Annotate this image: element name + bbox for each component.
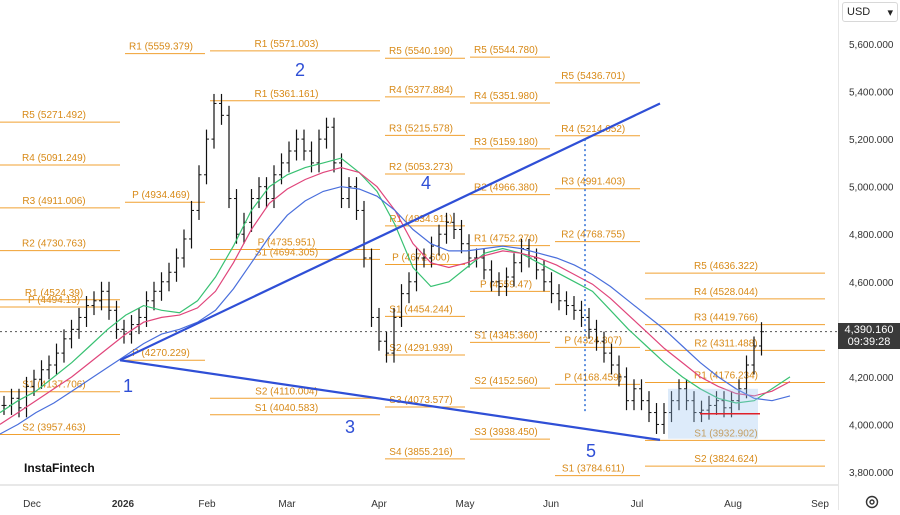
pivot-label: S1 (4345.360) xyxy=(474,330,537,341)
pivot-label: R5 (5544.780) xyxy=(474,45,538,56)
pivot-label: S2 (4110.004) xyxy=(255,386,318,397)
wave-label: 5 xyxy=(586,441,596,461)
pivot-label: S2 (4291.939) xyxy=(389,343,452,354)
y-tick-label: 5,000.000 xyxy=(849,183,894,194)
y-tick-label: 4,600.000 xyxy=(849,278,894,289)
y-tick-label: 4,200.000 xyxy=(849,373,894,384)
pivot-label: R4 (4528.044) xyxy=(694,287,758,298)
pivot-label: P (4270.229) xyxy=(132,348,190,359)
y-tick-label: 5,200.000 xyxy=(849,135,894,146)
pivot-label: R2 (4768.755) xyxy=(561,230,625,241)
pivot-label: S2 (3957.463) xyxy=(22,423,85,434)
moving-average-line xyxy=(0,166,791,425)
x-tick-label: Jul xyxy=(631,499,644,510)
pivot-label: R2 (4966.380) xyxy=(474,183,538,194)
pivot-label: R1 (5559.379) xyxy=(129,42,193,53)
x-tick-label: 2026 xyxy=(112,499,135,510)
pivot-label: S1 (3784.611) xyxy=(562,464,625,475)
pivot-label: R2 (4730.763) xyxy=(22,239,86,250)
moving-average-line xyxy=(0,157,791,414)
pivot-label: S1 (3932.902) xyxy=(694,428,757,439)
chevron-down-icon: ▾ xyxy=(887,6,893,19)
pivot-label: R1 (5361.161) xyxy=(255,89,319,100)
last-price-value: 4,390.160 xyxy=(844,324,894,336)
pivot-label: S1 (4694.305) xyxy=(255,247,318,258)
moving-averages xyxy=(0,157,791,435)
gear-icon[interactable] xyxy=(864,494,880,510)
pivot-label: R5 (4636.322) xyxy=(694,261,758,272)
pivot-label: P (4735.951) xyxy=(258,237,316,248)
x-axis: Dec 2026 Feb Mar Apr May Jun Jul Aug Sep xyxy=(0,484,838,510)
pivot-label: R4 (5091.249) xyxy=(22,153,86,164)
x-tick-label: May xyxy=(456,499,475,510)
y-tick-label: 5,400.000 xyxy=(849,88,894,99)
currency-selector[interactable]: USD ▾ xyxy=(842,2,898,22)
y-tick-label: 4,800.000 xyxy=(849,230,894,241)
x-tick-label: Feb xyxy=(198,499,216,510)
pivot-label: S2 (4152.560) xyxy=(474,376,537,387)
x-tick-label: Jun xyxy=(543,499,559,510)
pivot-label: R5 (5436.701) xyxy=(561,71,625,82)
y-tick-label: 5,600.000 xyxy=(849,40,894,51)
wave-label: 2 xyxy=(295,60,305,80)
pivot-label: R3 (5159.180) xyxy=(474,137,538,148)
wave-label: 3 xyxy=(345,417,355,437)
pivot-label: S2 (3824.624) xyxy=(694,454,757,465)
price-axis[interactable]: 5,600.000 5,400.000 5,200.000 5,000.000 4,80… xyxy=(838,0,900,510)
x-tick-label: Aug xyxy=(724,499,742,510)
moving-average-line xyxy=(0,186,791,435)
pivot-label: R1 (4176.234) xyxy=(694,371,758,382)
x-tick-label: Mar xyxy=(278,499,296,510)
pivot-label: R2 (4311.488) xyxy=(694,338,757,349)
brand-logo: InstaFintech xyxy=(24,461,95,475)
y-tick-label: 3,800.000 xyxy=(849,468,894,479)
pivot-label: P (4672.600) xyxy=(392,253,450,264)
pivot-label: R4 (5351.980) xyxy=(474,91,538,102)
pivot-label: S1 (4040.583) xyxy=(255,403,318,414)
trend-line xyxy=(119,102,661,362)
pivot-label: P (4324.307) xyxy=(564,335,622,346)
wave-labels: 1 2 3 4 5 xyxy=(123,60,596,461)
pivot-label: S1 (4454.244) xyxy=(389,304,452,315)
pivot-label: R1 (4524.39) xyxy=(25,288,83,299)
pivot-label: R3 (4991.403) xyxy=(561,177,625,188)
pivot-label: R1 (4834.911) xyxy=(389,214,452,225)
pivot-levels: R1 (5559.379) R1 (5571.003) R5 (5271.492) R… xyxy=(0,39,825,477)
pivot-label: R3 (4911.006) xyxy=(22,196,85,207)
pivot-label: P (4934.469) xyxy=(132,190,190,201)
currency-label: USD xyxy=(847,6,871,18)
trend-lines xyxy=(119,102,760,441)
x-tick-label: Apr xyxy=(371,499,387,510)
pivot-label: R1 (4752.270) xyxy=(474,234,538,245)
y-axis-ticks: 5,600.000 5,400.000 5,200.000 5,000.000 4,80… xyxy=(849,40,894,479)
last-price-tag: 4,390.160 09:39:28 xyxy=(838,323,900,349)
pivot-label: S3 (3938.450) xyxy=(474,427,537,438)
y-tick-label: 4,000.000 xyxy=(849,420,894,431)
x-tick-label: Dec xyxy=(23,499,41,510)
pivot-label: R4 (5214.052) xyxy=(561,124,625,135)
wave-label: 4 xyxy=(421,173,431,193)
x-tick-label: Sep xyxy=(811,499,829,510)
pivot-label: R1 (5571.003) xyxy=(255,39,319,50)
pivot-label: R3 (4419.766) xyxy=(694,313,758,324)
pivot-label: R5 (5271.492) xyxy=(22,110,86,121)
pivot-label: P (4494.13) xyxy=(28,295,80,306)
pivot-label: R5 (5540.190) xyxy=(389,46,453,57)
pivot-label: R2 (5053.273) xyxy=(389,162,453,173)
pivot-label: R3 (5215.578) xyxy=(389,123,453,134)
trend-line xyxy=(119,359,661,441)
last-price-time: 09:39:28 xyxy=(847,336,891,348)
pivot-label: S3 (4073.577) xyxy=(389,395,452,406)
pivot-label: P (4168.459) xyxy=(564,372,622,383)
pivot-label: S1 (4137.706) xyxy=(22,380,85,391)
pivot-label: S4 (3855.216) xyxy=(389,447,452,458)
pivot-label: R4 (5377.884) xyxy=(389,85,453,96)
wave-label: 1 xyxy=(123,376,133,396)
